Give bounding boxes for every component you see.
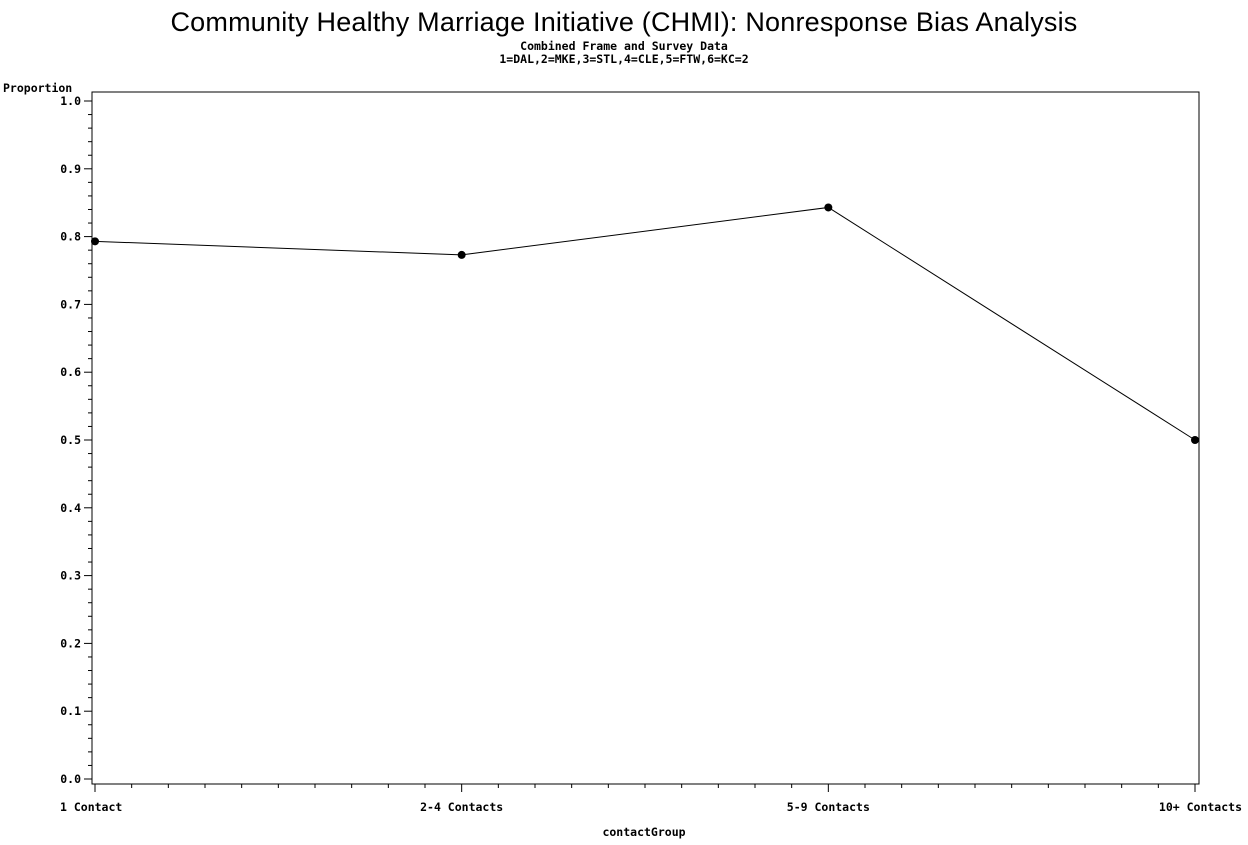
x-tick-label: 1 Contact (60, 800, 122, 814)
y-axis: 0.0 0.1 0.2 0.3 0.4 0.5 0.6 0.7 0.8 0.9 1.0 (60, 94, 92, 786)
data-point (457, 250, 466, 259)
y-tick-label: 0.3 (60, 569, 81, 583)
plot-frame (91, 91, 1200, 785)
y-tick-label: 0.9 (60, 162, 81, 176)
data-point (824, 203, 833, 212)
data-point (91, 237, 99, 246)
chart-subtitle-sites: 1=DAL,2=MKE,3=STL,4=CLE,5=FTW,6=KC=2 (499, 52, 749, 66)
y-tick-label: 0.8 (60, 230, 81, 244)
y-tick-label: 0.7 (60, 297, 81, 311)
y-tick-label: 0.1 (60, 704, 81, 718)
x-tick-label: 2-4 Contacts (420, 800, 503, 814)
y-tick-label: 0.6 (60, 365, 81, 379)
series-line (94, 206, 1196, 441)
x-tick-label: 5-9 Contacts (787, 800, 870, 814)
x-axis-label: contactGroup (602, 825, 686, 839)
y-tick-label: 0.2 (60, 636, 81, 650)
y-tick-label: 0.4 (60, 501, 81, 515)
y-tick-label: 0.5 (60, 433, 81, 447)
y-tick-label: 0.0 (60, 772, 81, 786)
y-tick-label: 1.0 (60, 94, 81, 108)
x-axis: 1 Contact 2-4 Contacts 5-9 Contacts 10+ Con… (60, 784, 1242, 814)
data-point (1191, 436, 1199, 444)
x-tick-label: 10+ Contacts (1159, 800, 1242, 814)
chart-subtitle: Combined Frame and Survey Data (520, 39, 728, 53)
y-axis-label: Proportion (3, 81, 73, 95)
series-markers (91, 203, 1199, 444)
chart-title: Community Healthy Marriage Initiative (C… (170, 7, 1078, 37)
